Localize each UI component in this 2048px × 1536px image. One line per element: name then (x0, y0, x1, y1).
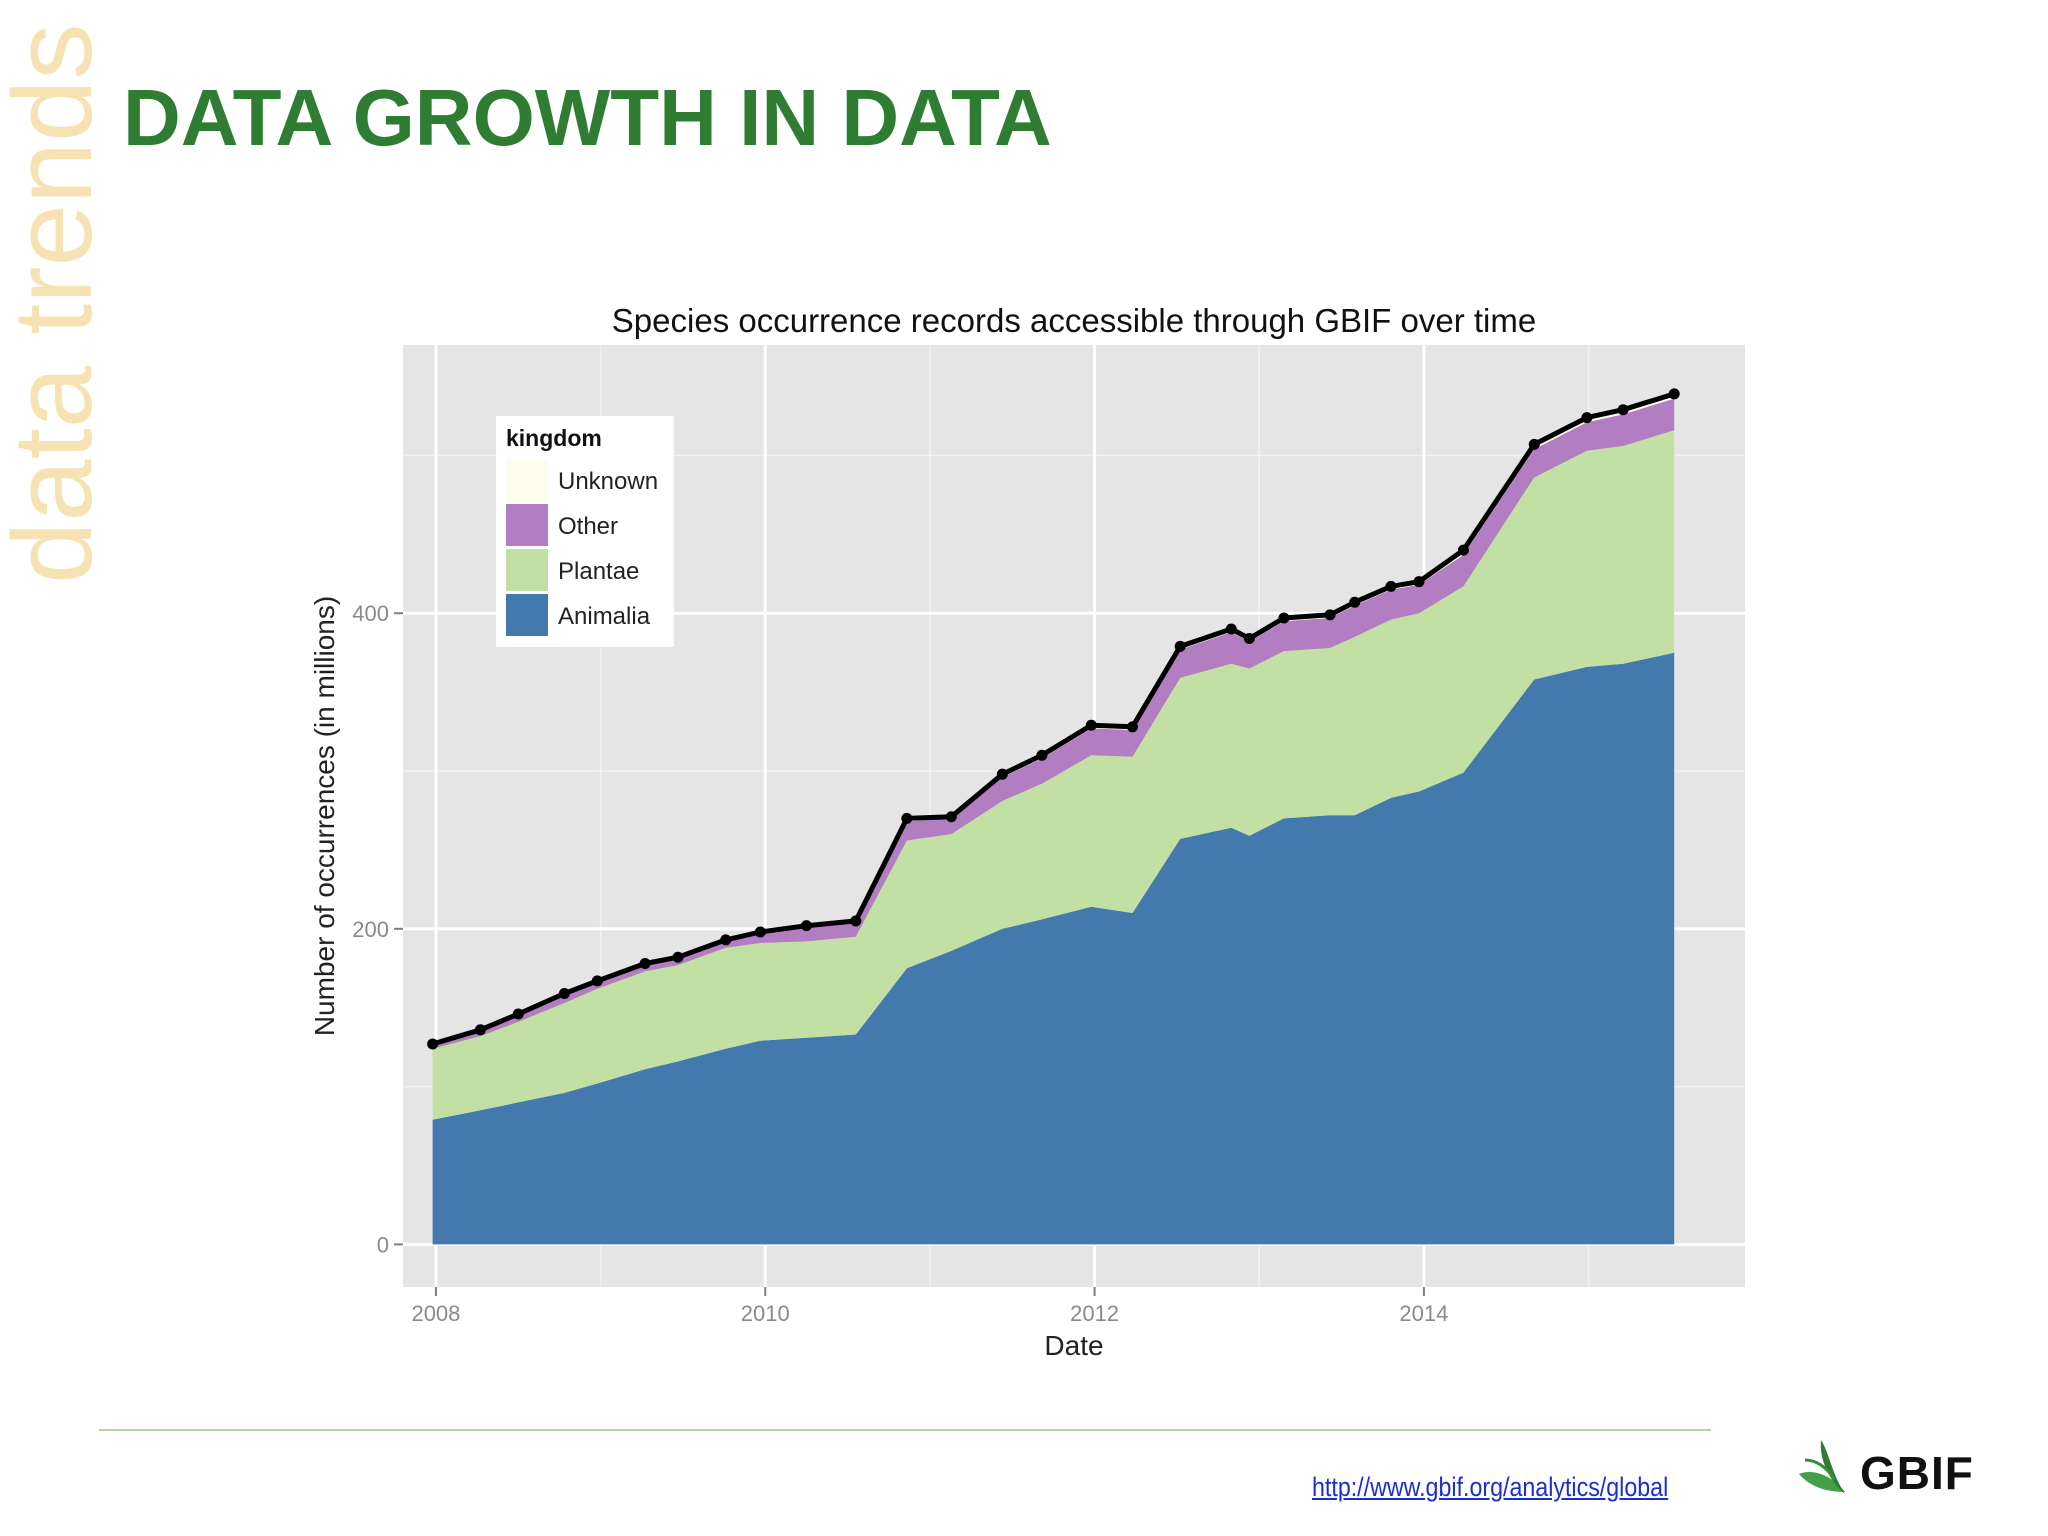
total-point (1225, 623, 1237, 635)
total-point (1349, 596, 1361, 608)
y-axis-label: Number of occurrences (in millions) (309, 596, 340, 1036)
total-point (672, 951, 684, 963)
y-tick-label: 400 (352, 601, 389, 626)
x-tick-label: 2008 (411, 1301, 460, 1326)
footer-divider (99, 1429, 1711, 1431)
x-tick-label: 2010 (741, 1301, 790, 1326)
legend-swatch-unknown (506, 459, 548, 501)
total-point (591, 975, 603, 987)
area-other (432, 398, 1675, 1049)
legend: kingdom Unknown Other Plantae Animalia (496, 416, 674, 647)
total-point (1385, 580, 1397, 592)
total-point (1668, 388, 1680, 400)
y-tick-label: 200 (352, 917, 389, 942)
total-point (1528, 438, 1540, 450)
y-tick-label: 0 (377, 1232, 389, 1257)
gbif-leaf-icon (1799, 1440, 1845, 1494)
total-point (1617, 404, 1629, 416)
total-line-path (431, 391, 1675, 1047)
total-point (1324, 609, 1336, 621)
x-axis-label: Date (1044, 1330, 1103, 1361)
total-point (720, 934, 732, 946)
legend-label-unknown: Unknown (558, 468, 658, 495)
total-point (427, 1038, 439, 1050)
total-point (1278, 612, 1290, 624)
total-point (850, 915, 862, 927)
total-point (1457, 544, 1469, 556)
total-point (1243, 632, 1255, 644)
x-tick-label: 2014 (1399, 1301, 1448, 1326)
axes: 0 200 400 2008 2010 2012 2014 (352, 601, 1448, 1326)
legend-swatch-plantae (506, 549, 548, 591)
total-point (754, 926, 766, 938)
total-point (474, 1024, 486, 1036)
gbif-logo-text: GBIF (1860, 1447, 1974, 1499)
x-tick-label: 2012 (1070, 1301, 1119, 1326)
total-point (512, 1008, 524, 1020)
area-animalia (432, 652, 1675, 1245)
area-plantae (432, 430, 1675, 1120)
total-point (558, 988, 570, 1000)
legend-title: kingdom (506, 425, 602, 451)
total-point (1174, 640, 1186, 652)
total-point (1036, 749, 1048, 761)
total-point (945, 811, 957, 823)
stacked-areas (432, 393, 1675, 1245)
total-point (800, 920, 812, 932)
page-title: DATA GROWTH IN DATA (123, 73, 1052, 162)
total-point (1581, 412, 1593, 424)
source-link[interactable]: http://www.gbif.org/analytics/global (1312, 1472, 1669, 1502)
total-line (427, 388, 1680, 1050)
total-point (996, 768, 1008, 780)
legend-label-other: Other (558, 513, 618, 540)
total-point (901, 812, 913, 824)
legend-label-animalia: Animalia (558, 603, 651, 630)
total-point (639, 958, 651, 970)
legend-swatch-animalia (506, 594, 548, 636)
chart-title: Species occurrence records accessible th… (612, 302, 1536, 339)
legend-swatch-other (506, 504, 548, 546)
total-point (1413, 576, 1425, 588)
total-point (1126, 721, 1138, 733)
total-point (1085, 719, 1097, 731)
legend-label-plantae: Plantae (558, 558, 639, 585)
